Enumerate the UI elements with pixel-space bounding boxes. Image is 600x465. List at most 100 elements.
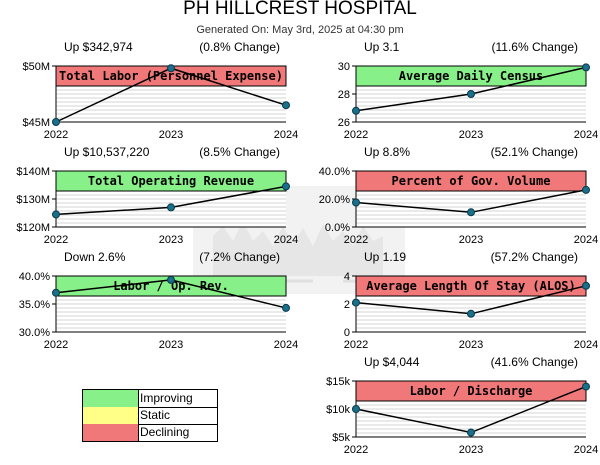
data-point (352, 298, 360, 307)
data-point (582, 281, 590, 290)
x-tick-label: 2024 (274, 129, 298, 141)
y-tick-label: $140M (16, 166, 50, 178)
x-tick-label: 2024 (574, 444, 598, 456)
legend-item-improving: Improving (83, 390, 217, 408)
data-point (467, 208, 475, 217)
y-tick-label: $15k (326, 376, 350, 388)
data-point (282, 101, 290, 110)
x-tick-label: 2024 (274, 234, 298, 246)
y-tick-label: $45M (22, 117, 50, 129)
x-tick-label: 2022 (344, 234, 368, 246)
x-tick-label: 2023 (459, 339, 483, 351)
y-tick-label: $130M (16, 194, 50, 206)
chart-title-banner (55, 170, 287, 192)
percent-change-text: (11.6% Change) (492, 40, 579, 54)
y-tick-label: 28 (338, 89, 350, 101)
chart-title: Total Operating Revenue (88, 174, 254, 188)
legend-swatch-improving (83, 390, 139, 407)
legend-swatch-static (83, 407, 139, 424)
percent-change-text: (41.6% Change) (491, 355, 578, 369)
percent-change-text: (7.2% Change) (199, 250, 280, 264)
data-point (352, 198, 360, 207)
page-title: PH HILLCREST HOSPITAL (183, 0, 417, 19)
change-text: Up $10,537,220 (64, 145, 150, 159)
legend-label: Declining (140, 425, 190, 439)
y-tick-label: $50M (22, 61, 50, 73)
x-tick-label: 2022 (44, 129, 68, 141)
change-text: Up 8.8% (364, 145, 410, 159)
legend-label: Improving (140, 391, 193, 405)
data-point (52, 118, 60, 126)
y-tick-label: 20.0% (319, 194, 350, 206)
y-tick-label: 40.0% (319, 166, 350, 178)
y-tick-label: $10k (326, 404, 350, 416)
change-text: Up $342,974 (64, 40, 133, 54)
generated-timestamp: Generated On: May 3rd, 2025 at 04:30 pm (196, 24, 404, 36)
y-tick-label: $120M (16, 222, 50, 234)
data-point (52, 288, 60, 297)
percent-change-text: (52.1% Change) (491, 145, 578, 159)
data-point (282, 303, 290, 312)
chart-title: Percent of Gov. Volume (392, 174, 551, 188)
data-point (582, 63, 590, 72)
legend-swatch-declining (83, 424, 139, 441)
change-text: Up 1.19 (364, 250, 406, 264)
data-point (352, 106, 360, 115)
x-tick-label: 2023 (459, 234, 483, 246)
data-point (167, 275, 175, 284)
percent-change-text: (0.8% Change) (199, 40, 280, 54)
y-tick-label: 40.0% (19, 271, 50, 283)
y-tick-label: 2 (344, 299, 350, 311)
chart-title: Average Length Of Stay (ALOS) (366, 279, 576, 293)
chart-title: Total Labor (Personnel Expense) (59, 69, 283, 83)
x-tick-label: 2024 (574, 234, 598, 246)
x-tick-label: 2024 (274, 339, 298, 351)
x-tick-label: 2022 (344, 339, 368, 351)
chart-title-banner (355, 380, 587, 402)
data-point (167, 203, 175, 212)
x-tick-label: 2022 (44, 339, 68, 351)
data-point (582, 382, 590, 391)
change-text: Up 3.1 (364, 40, 400, 54)
chart-title: Labor / Discharge (410, 384, 533, 398)
x-tick-label: 2023 (459, 129, 483, 141)
data-point (282, 182, 290, 191)
data-point (352, 405, 360, 413)
x-tick-label: 2022 (344, 129, 368, 141)
legend-item-declining: Declining (83, 424, 217, 441)
x-tick-label: 2023 (159, 129, 183, 141)
legend-item-static: Static (83, 407, 217, 425)
y-tick-label: 30 (338, 61, 350, 73)
x-tick-label: 2022 (344, 444, 368, 456)
change-text: Down 2.6% (64, 250, 126, 264)
y-tick-label: $5k (332, 432, 350, 444)
data-point (467, 309, 475, 318)
data-point (467, 90, 475, 98)
x-tick-label: 2023 (159, 339, 183, 351)
y-tick-label: 30.0% (19, 327, 50, 339)
legend: Improving Static Declining (82, 389, 218, 442)
data-point (167, 64, 175, 73)
y-tick-label: 35.0% (19, 299, 50, 311)
x-tick-label: 2024 (574, 339, 598, 351)
legend-label: Static (140, 408, 171, 422)
data-point (467, 428, 475, 437)
data-point (52, 210, 60, 219)
percent-change-text: (57.2% Change) (491, 250, 578, 264)
chart-title-banner (355, 170, 587, 192)
x-tick-label: 2024 (574, 129, 598, 141)
x-tick-label: 2022 (44, 234, 68, 246)
change-text: Up $4,044 (364, 355, 420, 369)
chart-title: Average Daily Census (399, 69, 544, 83)
y-tick-label: 26 (338, 117, 350, 129)
y-tick-label: 0.0% (325, 222, 350, 234)
y-tick-label: 0 (344, 327, 350, 339)
data-point (582, 185, 590, 194)
